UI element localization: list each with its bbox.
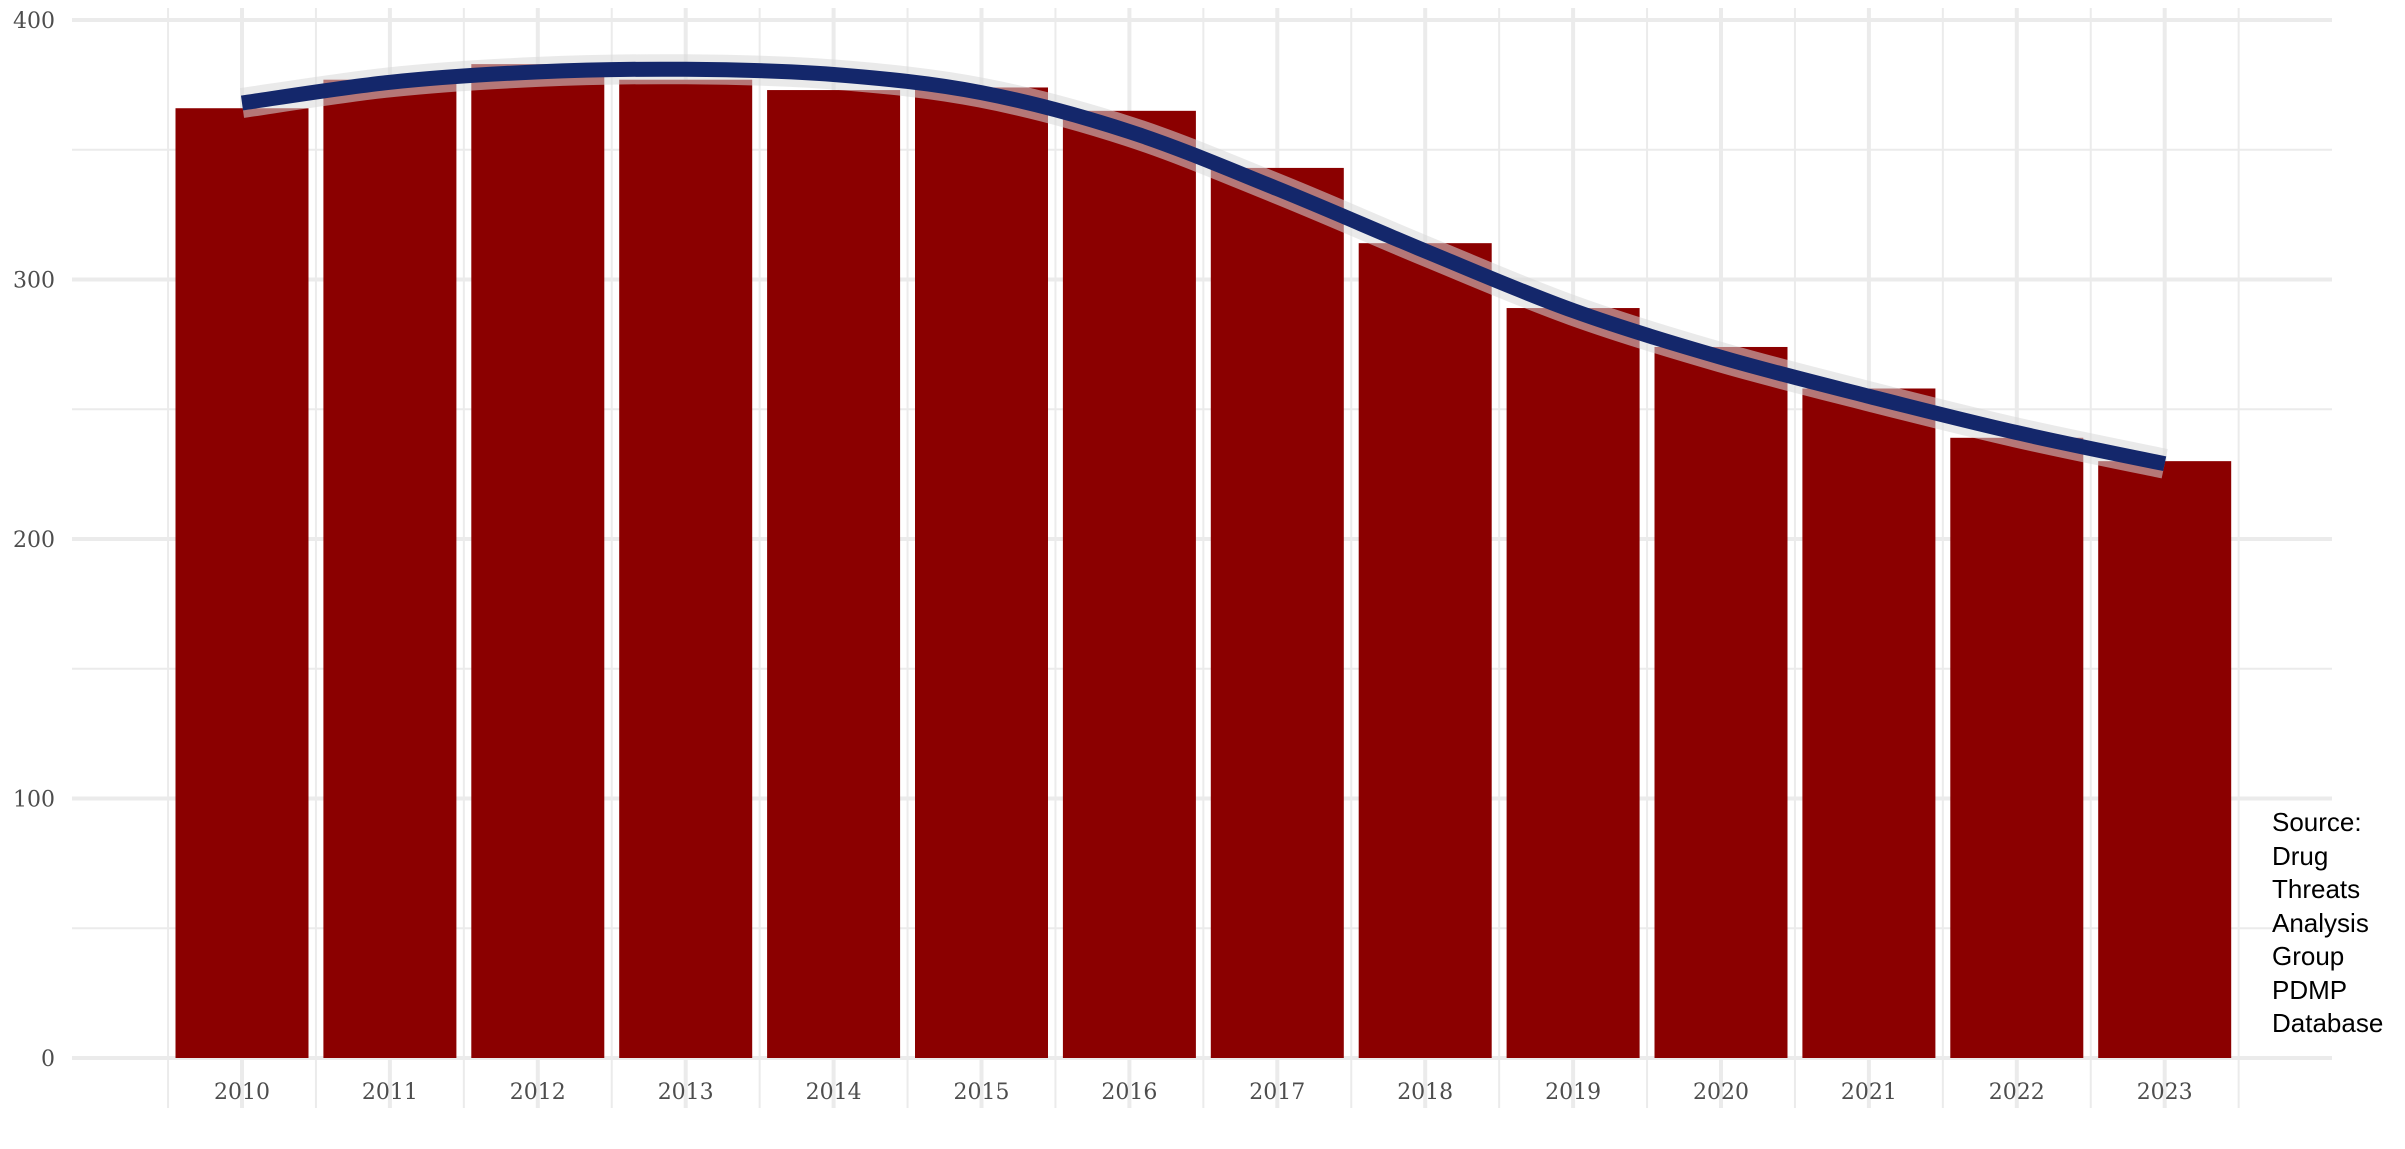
x-tick-label-2014: 2014 bbox=[806, 1080, 862, 1105]
bar-2018 bbox=[1358, 243, 1492, 1059]
trend-line bbox=[239, 54, 2168, 479]
x-tick-label-2018: 2018 bbox=[1397, 1080, 1453, 1105]
bar-2023 bbox=[2098, 461, 2232, 1058]
x-tick-label-2019: 2019 bbox=[1545, 1080, 1601, 1105]
bar-2020 bbox=[1654, 346, 1788, 1059]
x-tick-label-2020: 2020 bbox=[1693, 1080, 1749, 1105]
x-tick-label-2012: 2012 bbox=[510, 1080, 566, 1105]
bars bbox=[175, 64, 2232, 1059]
y-tick-label-100: 100 bbox=[13, 788, 55, 813]
x-tick-label-2010: 2010 bbox=[214, 1080, 270, 1105]
x-tick-label-2021: 2021 bbox=[1841, 1080, 1897, 1105]
bar-2015 bbox=[915, 87, 1048, 1059]
bar-2017 bbox=[1210, 167, 1344, 1059]
bar-2021 bbox=[1802, 388, 1936, 1058]
bar-2010 bbox=[175, 108, 309, 1059]
bar-2011 bbox=[323, 79, 457, 1058]
y-tick-label-300: 300 bbox=[13, 269, 55, 294]
bar-2012 bbox=[471, 64, 605, 1059]
x-tick-label-2022: 2022 bbox=[1989, 1080, 2045, 1105]
x-tick-label-2017: 2017 bbox=[1249, 1080, 1305, 1105]
bar-2013 bbox=[619, 79, 753, 1058]
x-tick-label-2013: 2013 bbox=[658, 1080, 714, 1105]
source-caption: Source: Drug Threats Analysis Group PDMP… bbox=[2272, 807, 2384, 1038]
trend-line-path bbox=[240, 61, 2167, 472]
y-tick-label-200: 200 bbox=[13, 528, 55, 553]
bar-2016 bbox=[1062, 110, 1196, 1058]
bar-2022 bbox=[1950, 437, 2084, 1058]
x-tick-label-2011: 2011 bbox=[362, 1080, 418, 1105]
x-tick-label-2016: 2016 bbox=[1101, 1080, 1157, 1105]
x-tick-label-2023: 2023 bbox=[2137, 1080, 2193, 1105]
x-tick-label-2015: 2015 bbox=[954, 1080, 1010, 1105]
y-axis-ticks: 0 100 200 300 400 bbox=[13, 9, 55, 1072]
bar-2019 bbox=[1506, 308, 1640, 1058]
y-tick-label-400: 400 bbox=[13, 9, 55, 34]
bar-2014 bbox=[767, 90, 901, 1058]
x-axis-ticks: 2010 2011 2012 2013 2014 2015 2016 2017 2018 2019… bbox=[214, 1080, 2193, 1105]
y-tick-label-0: 0 bbox=[41, 1047, 55, 1072]
